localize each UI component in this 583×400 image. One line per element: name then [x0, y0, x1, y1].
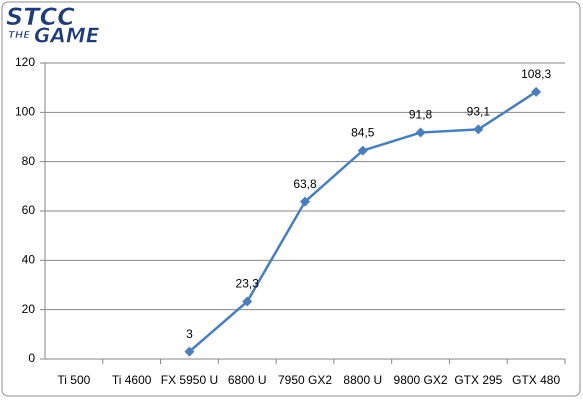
- marker: [473, 124, 484, 135]
- marker: [531, 86, 542, 97]
- logo-text: STCC: [6, 3, 75, 31]
- y-tick-label: 80: [22, 154, 36, 168]
- logo-text: THE: [8, 30, 30, 41]
- y-tick-label: 40: [22, 253, 36, 267]
- marker: [184, 346, 195, 357]
- x-tick-label: 8800 U: [343, 373, 382, 387]
- data-label: 93,1: [467, 105, 491, 119]
- marker: [415, 127, 426, 138]
- x-tick-label: GTX 295: [454, 373, 502, 387]
- y-tick-label: 0: [28, 351, 35, 365]
- data-label: 23,3: [236, 277, 260, 291]
- x-tick-label: 7950 GX2: [278, 373, 332, 387]
- x-tick-label: Ti 4600: [112, 373, 152, 387]
- y-tick-label: 20: [22, 302, 36, 316]
- y-tick-label: 100: [15, 105, 35, 119]
- marker: [242, 296, 253, 307]
- data-label: 63,8: [293, 177, 317, 191]
- data-label: 108,3: [521, 67, 551, 81]
- marker: [300, 196, 310, 207]
- data-label: 3: [186, 327, 193, 341]
- marker: [357, 145, 368, 156]
- x-tick-label: FX 5950 U: [161, 373, 218, 387]
- data-label: 91,8: [409, 108, 433, 122]
- x-tick-label: GTX 480: [512, 373, 560, 387]
- x-tick-label: 6800 U: [228, 373, 267, 387]
- data-label: 84,5: [351, 126, 375, 140]
- x-tick-label: Ti 500: [57, 373, 90, 387]
- y-tick-label: 60: [22, 203, 36, 217]
- logo-text: GAME: [34, 24, 100, 48]
- y-tick-label: 120: [15, 55, 35, 69]
- x-tick-label: 9800 GX2: [394, 373, 448, 387]
